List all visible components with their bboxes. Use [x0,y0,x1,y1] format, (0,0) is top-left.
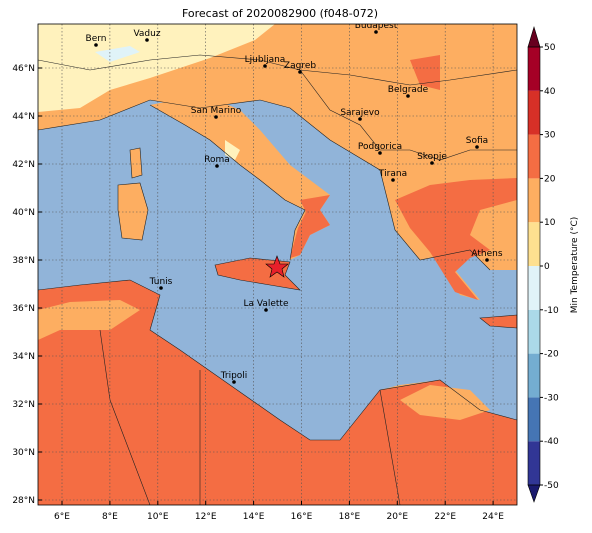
lat-tick-label: 28°N [12,496,35,506]
city-label: Podgorica [358,142,402,152]
colorbar-arrow [527,25,541,48]
city-dot [145,38,149,42]
city-dot [378,151,382,155]
city-dot [298,70,302,74]
city-label: Athens [471,249,502,259]
lon-tick-label: 24°E [482,512,504,522]
city-dot [475,145,479,149]
colorbar-tick-label: -30 [544,393,559,403]
colorbar-segment [528,397,540,442]
colorbar-tick-label: 20 [544,174,556,184]
colorbar-tick-label: -20 [544,350,559,360]
city-label: Sofia [466,136,488,146]
title: Forecast of 2020082900 (f048-072) [182,7,378,20]
city-label: Zagreb [284,61,316,71]
city-label: La Valette [244,299,289,309]
city-label: Sarajevo [340,108,380,118]
city-dot [374,30,378,34]
city-label: Tunis [149,277,173,287]
lat-tick-label: 40°N [12,208,35,218]
colorbar-tick-label: 10 [544,218,556,228]
city-label: Tirana [378,169,407,179]
city-label: Belgrade [388,85,429,95]
colorbar-tick-label: -50 [544,481,559,491]
colorbar-segment [528,222,540,266]
colorbar-tick-label: 0 [544,262,550,272]
colorbar-segment [528,266,540,310]
city-label: Budapest [355,21,398,31]
city-dot [391,178,395,182]
colorbar-segment [528,441,540,485]
city-label: Vaduz [133,29,160,39]
lon-tick-label: 12°E [195,512,217,522]
lat-tick-label: 46°N [12,64,35,74]
colorbar-arrow [527,484,541,503]
colorbar-segment [528,90,540,135]
colorbar-tick-label: -40 [544,437,559,447]
colorbar-segment [528,178,540,223]
lon-tick-label: 18°E [339,512,361,522]
lon-tick-label: 22°E [434,512,456,522]
lon-tick-label: 6°E [54,512,70,522]
city-label: San Marino [191,106,242,116]
colorbar-segment [528,353,540,398]
colorbar-segment [528,309,540,354]
lat-tick-label: 32°N [12,400,35,410]
city-dot [94,43,98,47]
forecast-point-star [265,255,289,278]
colorbar-tick-label: -10 [544,306,559,316]
lat-tick-label: 30°N [12,448,35,458]
lat-tick-label: 34°N [12,352,35,362]
lon-tick-label: 20°E [386,512,408,522]
city-label: Ljubljana [245,55,286,65]
city-dot [214,115,218,119]
lon-tick-label: 16°E [291,512,313,522]
lon-tick-label: 8°E [102,512,118,522]
colorbar-segment [528,47,540,91]
city-label: Skopje [417,152,447,162]
city-dot [264,308,268,312]
city-dot [485,258,489,262]
lon-tick-label: 14°E [243,512,265,522]
city-label: Tripoli [220,371,248,381]
city-label: Roma [204,155,230,165]
colorbar-tick-label: 30 [544,131,556,141]
lat-tick-label: 42°N [12,160,35,170]
colorbar-tick-label: 40 [544,87,556,97]
city-dot [430,161,434,165]
city-dot [159,286,163,290]
colorbar-label: Min Temperature (°C) [570,217,580,314]
city-dot [215,164,219,168]
colorbar-segment [528,134,540,179]
lat-tick-label: 36°N [12,304,35,314]
city-dot [263,64,267,68]
lon-tick-label: 10°E [147,512,169,522]
lat-tick-label: 38°N [12,256,35,266]
city-label: Bern [86,34,107,44]
lat-tick-label: 44°N [12,112,35,122]
city-dot [358,117,362,121]
colorbar-tick-label: 50 [544,43,556,53]
city-dot [232,380,236,384]
city-dot [406,94,410,98]
